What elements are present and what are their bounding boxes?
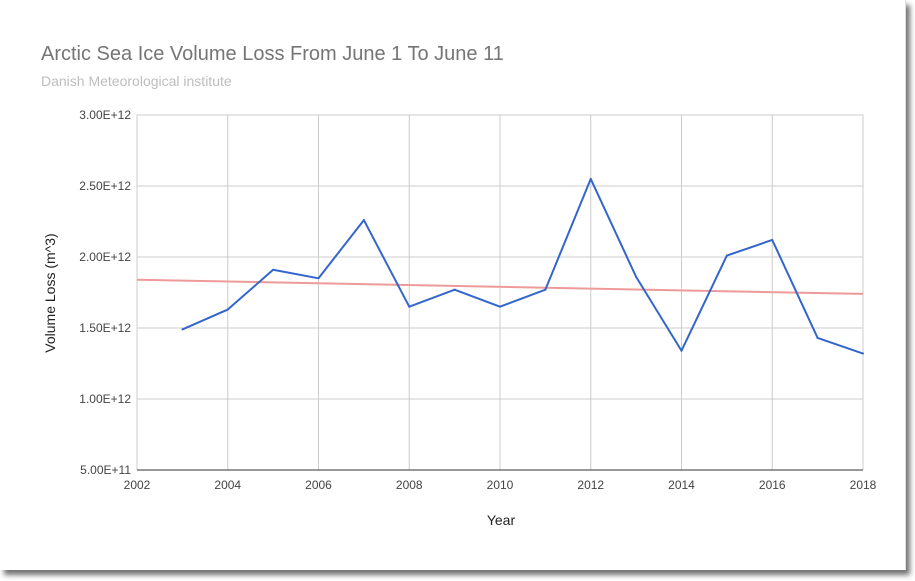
x-axis-label: Year — [487, 512, 516, 528]
data-point — [635, 275, 638, 278]
data-point — [771, 238, 774, 241]
line-chart: Arctic Sea Ice Volume Loss From June 1 T… — [41, 43, 877, 528]
grid — [136, 114, 864, 471]
chart-title: Arctic Sea Ice Volume Loss From June 1 T… — [41, 43, 504, 65]
x-tick-label: 2016 — [759, 478, 786, 492]
y-tick-label: 1.50E+12 — [79, 321, 131, 335]
chart-card: Arctic Sea Ice Volume Loss From June 1 T… — [41, 0, 906, 570]
y-tick-label: 2.00E+12 — [79, 250, 131, 264]
data-point — [725, 254, 728, 257]
x-tick-label: 2006 — [305, 478, 332, 492]
data-point — [453, 288, 456, 291]
data-point — [181, 328, 184, 331]
x-tick-label: 2018 — [850, 478, 877, 492]
x-axis-ticks: 2002 2004 2006 2008 2010 2012 2014 2016 2018 — [124, 478, 877, 492]
y-tick-label: 5.00E+11 — [80, 463, 131, 477]
x-tick-label: 2004 — [214, 478, 241, 492]
plot-area — [136, 177, 864, 355]
series-line — [181, 177, 864, 355]
chart-subtitle: Danish Meteorological institute — [41, 73, 232, 89]
x-tick-label: 2014 — [668, 478, 695, 492]
data-point — [317, 277, 320, 280]
data-point — [362, 219, 365, 222]
y-axis-ticks: 5.00E+11 1.00E+12 1.50E+12 2.00E+12 2.50E+12… — [79, 108, 131, 477]
data-point — [816, 336, 819, 339]
y-tick-label: 1.00E+12 — [79, 392, 131, 406]
data-point — [272, 268, 275, 271]
data-point — [862, 352, 864, 355]
data-point — [499, 305, 501, 308]
x-tick-label: 2008 — [396, 478, 423, 492]
data-point — [544, 288, 547, 291]
y-tick-label: 2.50E+12 — [79, 179, 131, 193]
y-tick-label: 3.00E+12 — [79, 108, 131, 122]
x-tick-label: 2002 — [124, 478, 151, 492]
data-point — [408, 305, 411, 308]
data-point — [226, 308, 229, 311]
data-point — [680, 349, 683, 352]
x-tick-label: 2010 — [487, 478, 514, 492]
data-point — [589, 177, 592, 180]
x-tick-label: 2012 — [577, 478, 604, 492]
y-axis-label: Volume Loss (m^3) — [42, 233, 58, 352]
